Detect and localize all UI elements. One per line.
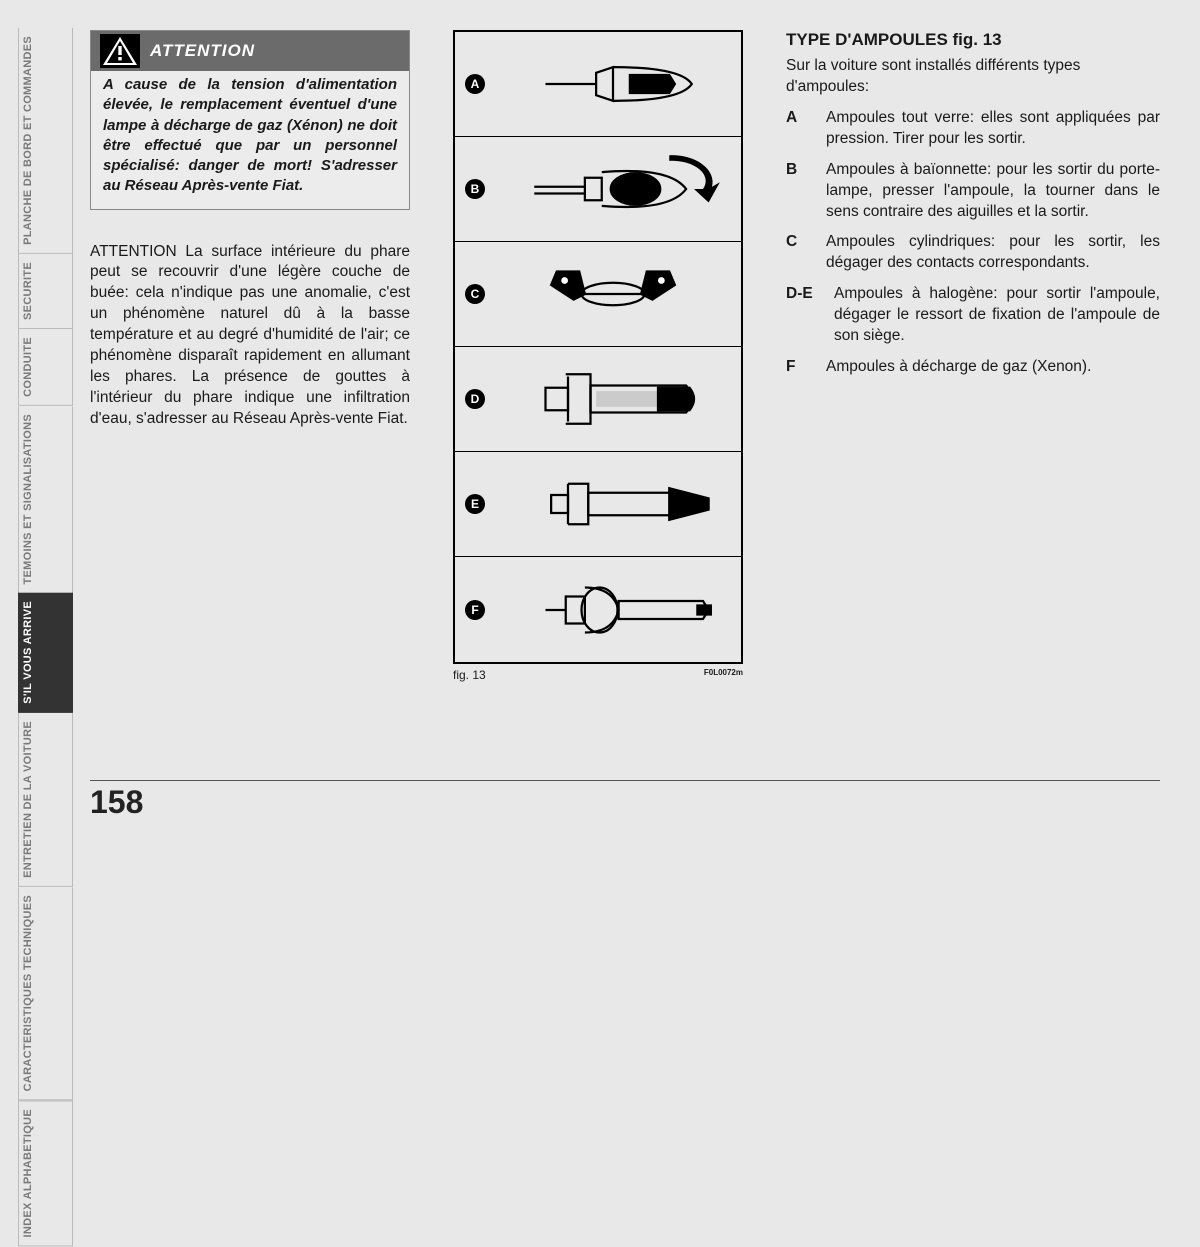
figure-caption-row: fig. 13 F0L0072m: [453, 668, 743, 682]
attention-text: A cause de la tension d'alimentation éle…: [91, 71, 409, 209]
figure-frame: A B C D E F: [453, 30, 743, 664]
figure-row: F: [455, 557, 741, 662]
side-tab[interactable]: INDEX ALPHABETIQUE: [18, 1100, 73, 1246]
definition-text: Ampoules tout verre: elles sont appliqué…: [826, 108, 1160, 150]
side-tab[interactable]: SECURITE: [18, 254, 73, 329]
footer-rule: [90, 780, 1160, 781]
definition-list: AAmpoules tout verre: elles sont appliqu…: [786, 108, 1160, 378]
figure-row-letter: C: [465, 284, 485, 304]
side-tab[interactable]: CONDUITE: [18, 329, 73, 406]
definition-item: CAmpoules cylindriques: pour les sortir,…: [786, 232, 1160, 274]
figure-row: A: [455, 32, 741, 137]
body-paragraph: ATTENTION La surface intérieure du phare…: [90, 242, 410, 430]
definition-key: C: [786, 232, 816, 274]
figure-row: C: [455, 242, 741, 347]
definition-text: Ampoules à baïonnette: pour les sortir d…: [826, 160, 1160, 223]
attention-box: ATTENTION A cause de la tension d'alimen…: [90, 30, 410, 210]
figure-row: D: [455, 347, 741, 452]
figure-code: F0L0072m: [704, 668, 743, 682]
side-tab[interactable]: PLANCHE DE BORD ET COMMANDES: [18, 28, 73, 254]
definition-text: Ampoules à halogène: pour sortir l'ampou…: [834, 284, 1160, 347]
definition-item: AAmpoules tout verre: elles sont appliqu…: [786, 108, 1160, 150]
definition-item: BAmpoules à baïonnette: pour les sortir …: [786, 160, 1160, 223]
side-navigation: PLANCHE DE BORD ET COMMANDESSECURITECOND…: [18, 28, 73, 1247]
page-number: 158: [90, 784, 143, 821]
definition-key: A: [786, 108, 816, 150]
section-intro: Sur la voiture sont installés différents…: [786, 56, 1160, 98]
column-left: ATTENTION A cause de la tension d'alimen…: [90, 30, 410, 682]
content-columns: ATTENTION A cause de la tension d'alimen…: [90, 30, 1160, 682]
side-tab[interactable]: CARACTERISTIQUES TECHNIQUES: [18, 887, 73, 1100]
side-tab[interactable]: S'IL VOUS ARRIVE: [18, 593, 73, 713]
side-tab[interactable]: ENTRETIEN DE LA VOITURE: [18, 713, 73, 887]
side-tab[interactable]: TEMOINS ET SIGNALISATIONS: [18, 406, 73, 593]
definition-key: D-E: [786, 284, 824, 347]
definition-key: B: [786, 160, 816, 223]
column-figure: A B C D E F fig. 13 F0L0072m: [438, 30, 758, 682]
figure-row-letter: F: [465, 600, 485, 620]
column-right: TYPE D'AMPOULES fig. 13 Sur la voiture s…: [786, 30, 1160, 682]
warning-icon: [100, 34, 140, 68]
figure-row: B: [455, 137, 741, 242]
definition-item: F Ampoules à décharge de gaz (Xenon).: [786, 357, 1160, 378]
attention-title: ATTENTION: [150, 41, 255, 61]
attention-header: ATTENTION: [91, 31, 409, 71]
definition-text: Ampoules cylindriques: pour les sortir, …: [826, 232, 1160, 274]
figure-row-letter: B: [465, 179, 485, 199]
figure-row-letter: A: [465, 74, 485, 94]
definition-item: D-E Ampoules à halogène: pour sortir l'am…: [786, 284, 1160, 347]
figure-caption: fig. 13: [453, 668, 486, 682]
section-title: TYPE D'AMPOULES fig. 13: [786, 30, 1160, 50]
figure-row: E: [455, 452, 741, 557]
definition-key: F: [786, 357, 816, 378]
definition-text: Ampoules à décharge de gaz (Xenon).: [826, 357, 1160, 378]
figure-row-letter: E: [465, 494, 485, 514]
figure-row-letter: D: [465, 389, 485, 409]
